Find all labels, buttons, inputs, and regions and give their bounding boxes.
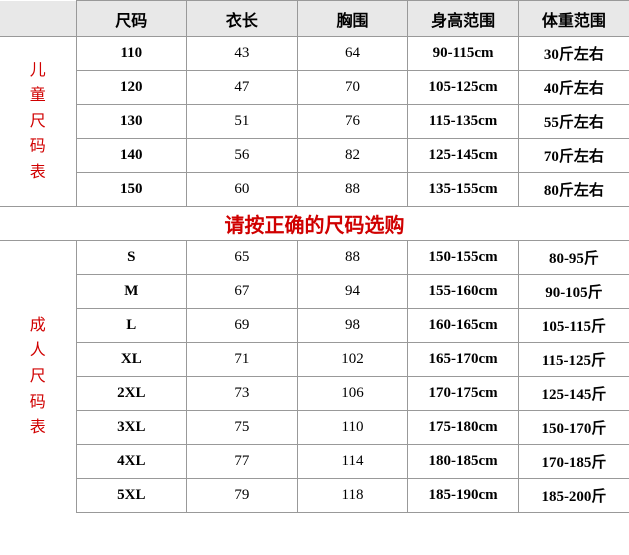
table-row: 4XL 77 114 180-185cm 170-185斤 xyxy=(0,445,629,479)
size-table: 尺码 衣长 胸围 身高范围 体重范围 儿童尺码表 110 43 64 90-11… xyxy=(0,0,629,513)
cell-height: 180-185cm xyxy=(408,445,519,479)
cell-bust: 102 xyxy=(297,343,408,377)
table-row: 130 51 76 115-135cm 55斤左右 xyxy=(0,105,629,139)
cell-length: 75 xyxy=(187,411,298,445)
cell-height: 90-115cm xyxy=(408,37,519,71)
cell-height: 185-190cm xyxy=(408,479,519,513)
cell-bust: 94 xyxy=(297,275,408,309)
cell-size: L xyxy=(76,309,187,343)
side-label-adult: 成人尺码表 xyxy=(0,241,76,513)
cell-weight: 30斤左右 xyxy=(518,37,629,71)
col-size: 尺码 xyxy=(76,1,187,37)
cell-bust: 106 xyxy=(297,377,408,411)
cell-length: 43 xyxy=(187,37,298,71)
cell-size: 120 xyxy=(76,71,187,105)
cell-weight: 80斤左右 xyxy=(518,173,629,207)
cell-height: 115-135cm xyxy=(408,105,519,139)
table-row: 120 47 70 105-125cm 40斤左右 xyxy=(0,71,629,105)
cell-bust: 82 xyxy=(297,139,408,173)
cell-height: 105-125cm xyxy=(408,71,519,105)
cell-size: 3XL xyxy=(76,411,187,445)
cell-length: 56 xyxy=(187,139,298,173)
cell-bust: 88 xyxy=(297,241,408,275)
cell-height: 165-170cm xyxy=(408,343,519,377)
cell-bust: 76 xyxy=(297,105,408,139)
cell-length: 60 xyxy=(187,173,298,207)
cell-size: 4XL xyxy=(76,445,187,479)
cell-length: 47 xyxy=(187,71,298,105)
cell-bust: 88 xyxy=(297,173,408,207)
cell-length: 77 xyxy=(187,445,298,479)
cell-height: 175-180cm xyxy=(408,411,519,445)
cell-height: 125-145cm xyxy=(408,139,519,173)
cell-bust: 114 xyxy=(297,445,408,479)
side-label-child: 儿童尺码表 xyxy=(0,37,76,207)
col-height: 身高范围 xyxy=(408,1,519,37)
cell-size: 110 xyxy=(76,37,187,71)
cell-height: 170-175cm xyxy=(408,377,519,411)
corner-cell xyxy=(0,1,76,37)
cell-size: 130 xyxy=(76,105,187,139)
table-row: 140 56 82 125-145cm 70斤左右 xyxy=(0,139,629,173)
cell-bust: 98 xyxy=(297,309,408,343)
cell-height: 160-165cm xyxy=(408,309,519,343)
col-weight: 体重范围 xyxy=(518,1,629,37)
table-row: 儿童尺码表 110 43 64 90-115cm 30斤左右 xyxy=(0,37,629,71)
col-bust: 胸围 xyxy=(297,1,408,37)
cell-length: 71 xyxy=(187,343,298,377)
table-row: 2XL 73 106 170-175cm 125-145斤 xyxy=(0,377,629,411)
cell-bust: 64 xyxy=(297,37,408,71)
cell-size: XL xyxy=(76,343,187,377)
cell-weight: 40斤左右 xyxy=(518,71,629,105)
cell-weight: 90-105斤 xyxy=(518,275,629,309)
cell-length: 51 xyxy=(187,105,298,139)
cell-height: 150-155cm xyxy=(408,241,519,275)
cell-size: S xyxy=(76,241,187,275)
cell-length: 73 xyxy=(187,377,298,411)
table-row: XL 71 102 165-170cm 115-125斤 xyxy=(0,343,629,377)
cell-weight: 150-170斤 xyxy=(518,411,629,445)
header-row: 尺码 衣长 胸围 身高范围 体重范围 xyxy=(0,1,629,37)
col-length: 衣长 xyxy=(187,1,298,37)
cell-size: 140 xyxy=(76,139,187,173)
cell-size: 2XL xyxy=(76,377,187,411)
cell-height: 135-155cm xyxy=(408,173,519,207)
cell-weight: 115-125斤 xyxy=(518,343,629,377)
cell-weight: 70斤左右 xyxy=(518,139,629,173)
cell-bust: 118 xyxy=(297,479,408,513)
cell-weight: 185-200斤 xyxy=(518,479,629,513)
table-row: M 67 94 155-160cm 90-105斤 xyxy=(0,275,629,309)
cell-weight: 55斤左右 xyxy=(518,105,629,139)
table-row: 3XL 75 110 175-180cm 150-170斤 xyxy=(0,411,629,445)
size-chart: 尺码 衣长 胸围 身高范围 体重范围 儿童尺码表 110 43 64 90-11… xyxy=(0,0,629,555)
table-row: 5XL 79 118 185-190cm 185-200斤 xyxy=(0,479,629,513)
table-row: L 69 98 160-165cm 105-115斤 xyxy=(0,309,629,343)
notice-row: 请按正确的尺码选购 xyxy=(0,207,629,241)
cell-size: M xyxy=(76,275,187,309)
cell-length: 69 xyxy=(187,309,298,343)
cell-size: 5XL xyxy=(76,479,187,513)
cell-size: 150 xyxy=(76,173,187,207)
cell-weight: 170-185斤 xyxy=(518,445,629,479)
cell-bust: 110 xyxy=(297,411,408,445)
cell-weight: 125-145斤 xyxy=(518,377,629,411)
table-row: 成人尺码表 S 65 88 150-155cm 80-95斤 xyxy=(0,241,629,275)
notice-text: 请按正确的尺码选购 xyxy=(0,207,629,241)
cell-height: 155-160cm xyxy=(408,275,519,309)
cell-weight: 105-115斤 xyxy=(518,309,629,343)
cell-length: 65 xyxy=(187,241,298,275)
cell-length: 79 xyxy=(187,479,298,513)
cell-weight: 80-95斤 xyxy=(518,241,629,275)
cell-length: 67 xyxy=(187,275,298,309)
table-row: 150 60 88 135-155cm 80斤左右 xyxy=(0,173,629,207)
cell-bust: 70 xyxy=(297,71,408,105)
